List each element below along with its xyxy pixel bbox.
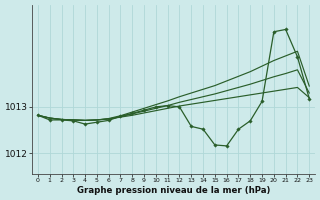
X-axis label: Graphe pression niveau de la mer (hPa): Graphe pression niveau de la mer (hPa) (77, 186, 270, 195)
